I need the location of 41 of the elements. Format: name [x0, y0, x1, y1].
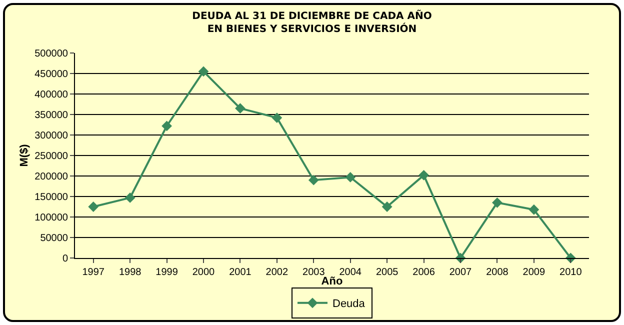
y-tick-label: 350000: [34, 110, 68, 121]
y-tick-label: 50000: [40, 233, 68, 244]
x-tick-label: 2009: [522, 267, 546, 278]
x-tick-label: 2006: [412, 267, 436, 278]
y-tick-label: 0: [62, 254, 68, 264]
point: [235, 103, 246, 114]
y-tick-label: 450000: [34, 69, 68, 80]
point: [492, 197, 502, 208]
point: [162, 120, 172, 132]
x-tick-label: 2005: [376, 267, 399, 278]
chart-title: DEUDA AL 31 DE DICIEMBRE DE CADA AÑO EN BIENES Y SERVICIOS E INVERSIÓN: [192, 9, 432, 36]
y-tick-label: 100000: [34, 212, 68, 224]
point: [345, 172, 356, 182]
x-tick-label: 2004: [339, 267, 362, 278]
point: [124, 192, 136, 203]
point: [272, 112, 282, 123]
x-tick-label: 1997: [82, 267, 105, 278]
x-tick-label: 2000: [192, 267, 216, 278]
point: [308, 174, 319, 186]
x-tick-label: 2003: [302, 267, 326, 278]
x-axis-title: Año: [321, 275, 343, 288]
x-tick-label: 2001: [229, 267, 252, 278]
y-tick-label: 200000: [34, 172, 68, 182]
x-tick-label: 2002: [266, 267, 288, 278]
x-tick-label: 2007: [449, 267, 472, 278]
y-tick-label: 500000: [34, 48, 68, 60]
x-tick-label: 2010: [560, 267, 582, 278]
point: [418, 170, 429, 180]
x-tick-label: 1998: [118, 267, 142, 278]
y-tick-label: 150000: [34, 192, 68, 203]
legend-label: Deuda: [332, 298, 366, 310]
point: [198, 66, 209, 77]
point: [382, 202, 392, 212]
x-tick-label: 1999: [156, 267, 178, 278]
y-tick-label: 300000: [34, 130, 68, 142]
point: [88, 202, 99, 212]
y-tick-label: 400000: [34, 90, 68, 100]
point: [528, 204, 540, 215]
y-axis-title: M($): [18, 144, 30, 167]
x-tick-label: 2008: [486, 267, 509, 278]
y-tick-label: 250000: [34, 151, 68, 162]
